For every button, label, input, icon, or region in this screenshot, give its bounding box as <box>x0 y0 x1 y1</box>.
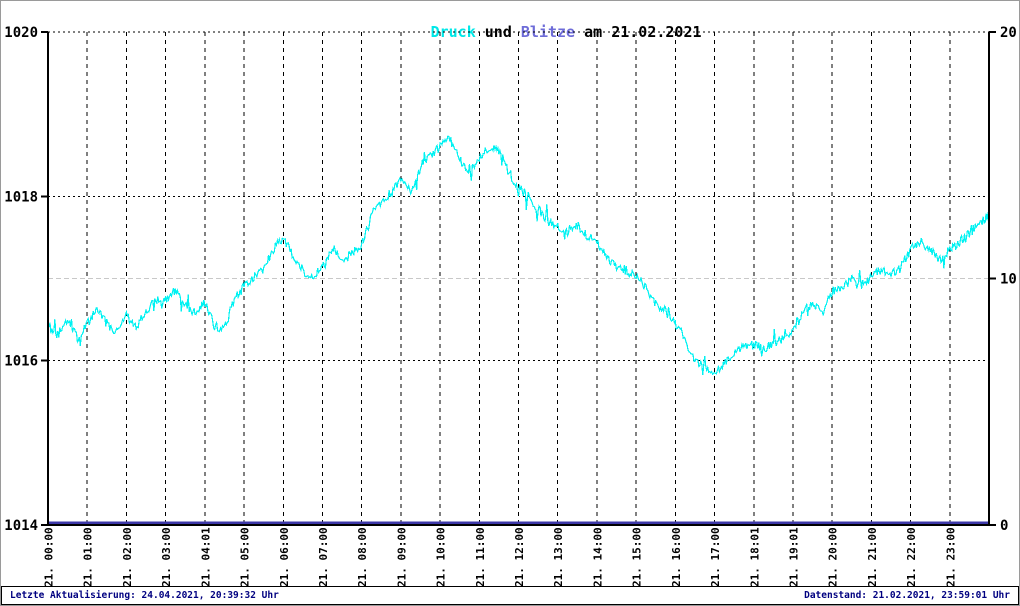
axes-group <box>41 31 996 526</box>
x-tick-label: 21. 19:01 <box>787 527 800 587</box>
gridlines-group <box>48 31 989 524</box>
x-tick-label: 21. 13:00 <box>552 527 565 587</box>
y-left-tick-label: 1014 <box>4 518 38 534</box>
status-bar: Letzte Aktualisierung: 24.04.2021, 20:39… <box>1 586 1019 605</box>
x-tick-label: 21. 05:00 <box>239 527 252 587</box>
x-tick-label: 21. 11:00 <box>474 527 487 587</box>
x-tick-label: 21. 23:00 <box>944 527 957 587</box>
y-right-tick-label: 0 <box>1000 518 1008 534</box>
data-state-text: Datenstand: 21.02.2021, 23:59:01 Uhr <box>804 590 1010 601</box>
y-left-tick-label: 1020 <box>4 25 38 41</box>
x-tick-label: 21. 15:00 <box>631 527 644 587</box>
y-left-tick-label: 1018 <box>4 189 38 205</box>
x-tick-label: 21. 04:01 <box>199 527 212 587</box>
x-tick-label: 21. 09:00 <box>395 527 408 587</box>
y-right-tick-label: 10 <box>1000 272 1017 288</box>
axis-labels-group: 1020 1018 1016 1014 20 10 0 21. 00:00 21. 01:00 2… <box>4 25 1017 587</box>
pressure-line <box>47 135 990 376</box>
x-tick-label: 21. 03:00 <box>160 527 173 587</box>
x-tick-label: 21. 21:00 <box>866 527 879 587</box>
x-tick-label: 21. 18:01 <box>748 527 761 587</box>
x-tick-label: 21. 20:00 <box>827 527 840 587</box>
y-left-tick-label: 1016 <box>4 354 38 370</box>
x-tick-label: 21. 16:00 <box>670 527 683 587</box>
x-tick-label: 21. 17:00 <box>709 527 722 587</box>
x-tick-label: 21. 02:00 <box>121 527 134 587</box>
x-tick-label: 21. 08:00 <box>356 527 369 587</box>
plot-area: 1020 1018 1016 1014 20 10 0 21. 00:00 21. 01:00 2… <box>4 25 1017 587</box>
x-tick-label: 21. 07:00 <box>317 527 330 587</box>
y-right-tick-label: 20 <box>1000 25 1017 41</box>
x-tick-label: 21. 00:00 <box>43 527 56 587</box>
x-tick-label: 21. 12:00 <box>513 527 526 587</box>
last-update-text: Letzte Aktualisierung: 24.04.2021, 20:39… <box>10 590 279 601</box>
x-tick-label: 21. 01:00 <box>82 527 95 587</box>
x-tick-label: 21. 14:00 <box>591 527 604 587</box>
series-group <box>47 135 990 525</box>
x-tick-label: 21. 06:00 <box>278 527 291 587</box>
x-tick-label: 21. 10:00 <box>435 527 448 587</box>
x-tick-label: 21. 22:00 <box>905 527 918 587</box>
